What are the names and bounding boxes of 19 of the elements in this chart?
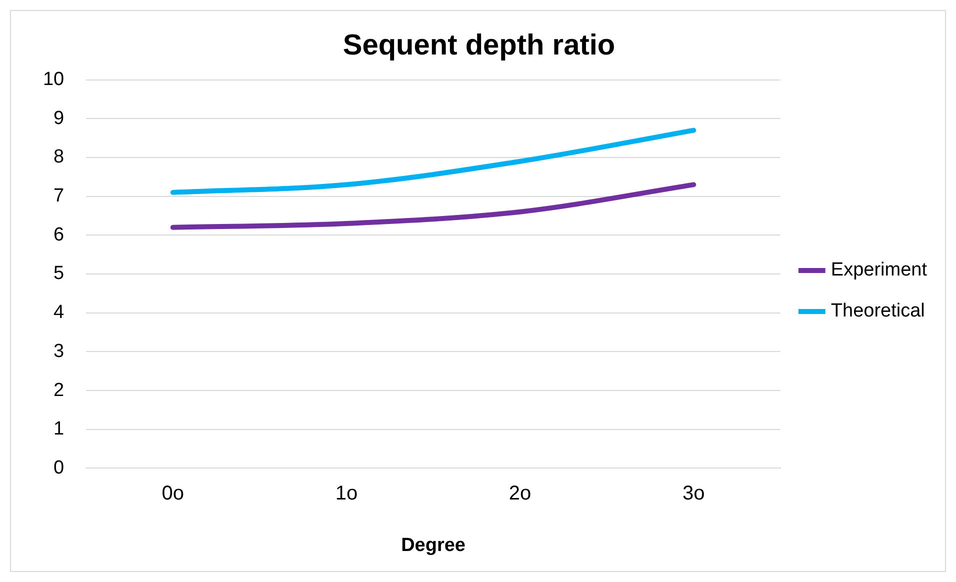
x-axis-title: Degree: [401, 534, 466, 556]
x-tick-label: 1o: [335, 482, 358, 505]
y-tick-label: 6: [54, 224, 64, 246]
y-tick-label: 10: [42, 69, 64, 90]
legend-label: Theoretical: [830, 300, 925, 322]
y-tick-label: 2: [54, 380, 64, 401]
y-tick-label: 9: [54, 108, 64, 129]
chart-title: Sequent depth ratio: [342, 29, 616, 62]
y-tick-label: 0: [54, 457, 64, 478]
x-tick-label: 2o: [508, 482, 532, 505]
y-tick-label: 5: [54, 263, 64, 284]
y-tick-label: 8: [54, 146, 64, 168]
y-tick-label: 7: [54, 186, 64, 207]
y-tick-label: 1: [54, 418, 64, 440]
y-tick-label: 3: [54, 340, 64, 362]
x-tick-label: 3o: [682, 482, 705, 505]
legend-label: Experiment: [830, 260, 928, 281]
y-tick-label: 4: [54, 302, 65, 324]
x-tick-label: 0o: [162, 482, 184, 505]
